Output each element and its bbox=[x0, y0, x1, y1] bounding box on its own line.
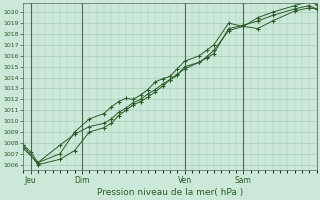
X-axis label: Pression niveau de la mer( hPa ): Pression niveau de la mer( hPa ) bbox=[97, 188, 243, 197]
